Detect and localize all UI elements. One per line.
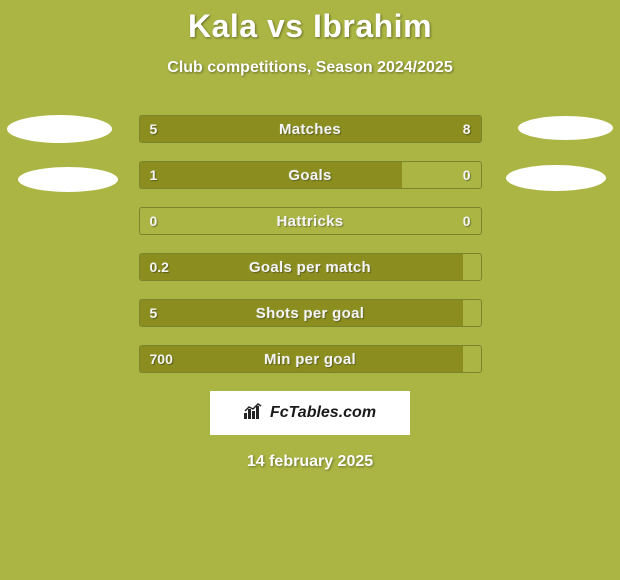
stat-label: Matches xyxy=(140,116,481,142)
branding-text: FcTables.com xyxy=(270,404,376,422)
player-left-avatar-placeholder xyxy=(7,115,112,143)
stat-row: 10Goals xyxy=(139,161,482,189)
comparison-widget: Kala vs Ibrahim Club competitions, Seaso… xyxy=(0,0,620,471)
team-left-badge-placeholder xyxy=(18,167,118,192)
stat-row: 700Min per goal xyxy=(139,345,482,373)
stat-row: 5Shots per goal xyxy=(139,299,482,327)
date-label: 14 february 2025 xyxy=(0,453,620,471)
page-title: Kala vs Ibrahim xyxy=(0,8,620,45)
stat-row: 00Hattricks xyxy=(139,207,482,235)
branding-badge: FcTables.com xyxy=(210,391,410,435)
stat-label: Hattricks xyxy=(140,208,481,234)
stat-label: Shots per goal xyxy=(140,300,481,326)
team-right-badge-placeholder xyxy=(506,165,606,191)
content-area: 58Matches 10Goals 00Hattricks 0.2Goals per … xyxy=(0,115,620,471)
subtitle: Club competitions, Season 2024/2025 xyxy=(0,59,620,77)
stat-label: Min per goal xyxy=(140,346,481,372)
player-right-avatar-placeholder xyxy=(518,116,613,140)
chart-icon xyxy=(244,403,264,424)
stat-label: Goals xyxy=(140,162,481,188)
stat-label: Goals per match xyxy=(140,254,481,280)
stat-bars: 58Matches 10Goals 00Hattricks 0.2Goals per … xyxy=(139,115,482,373)
stat-row: 0.2Goals per match xyxy=(139,253,482,281)
stat-row: 58Matches xyxy=(139,115,482,143)
